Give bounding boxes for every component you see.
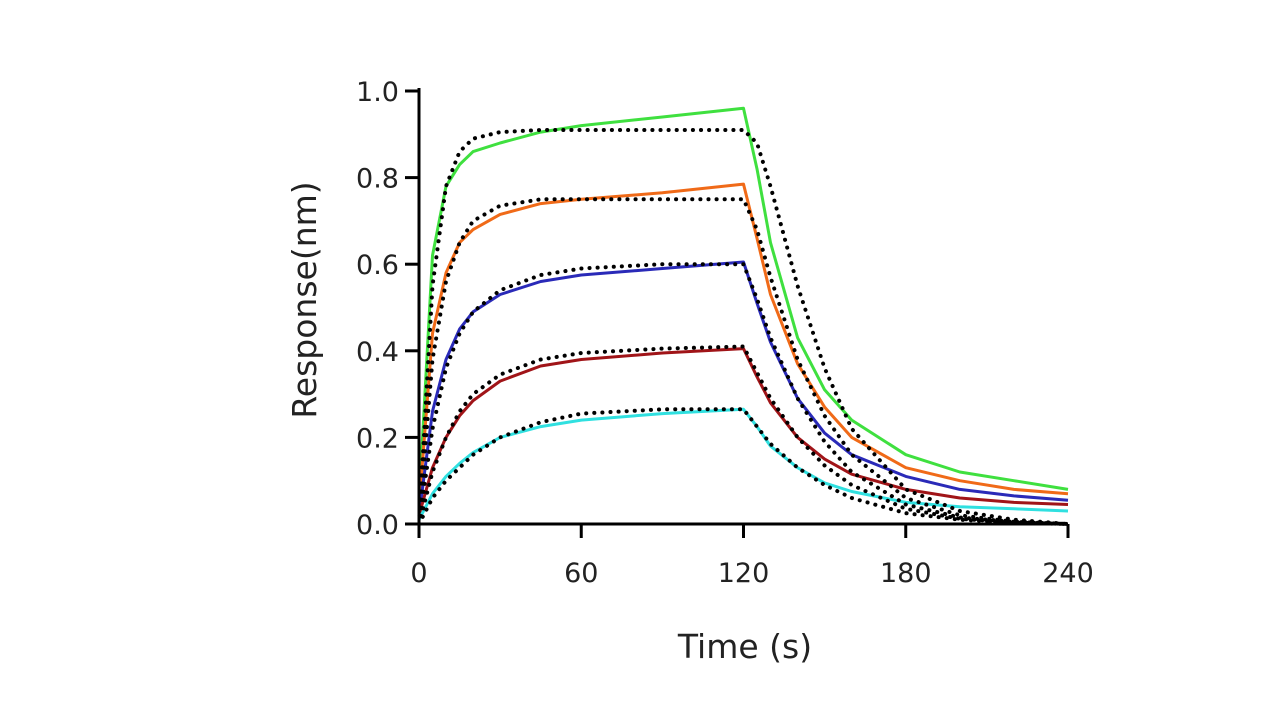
x-tick-label: 60	[564, 558, 598, 589]
fit-curve-5	[417, 128, 1070, 526]
fit-curve-8	[417, 344, 1070, 526]
x-tick-label: 120	[718, 558, 770, 589]
response-curve-0	[417, 106, 1069, 503]
response-curve-4	[417, 407, 1069, 521]
fit-curve-6	[417, 197, 1070, 526]
y-tick-label: 0.6	[356, 250, 399, 281]
response-curve-2	[417, 260, 1069, 516]
y-tick-label: 0.8	[356, 164, 399, 195]
series-layer	[417, 106, 1070, 526]
y-tick-label: 0.0	[356, 510, 399, 541]
x-tick-label: 180	[880, 558, 932, 589]
x-tick-label: 0	[410, 558, 427, 589]
axes-layer	[417, 88, 1068, 526]
fit-curve-7	[417, 262, 1070, 526]
x-tick-label: 240	[1042, 558, 1094, 589]
y-tick-label: 0.4	[356, 337, 399, 368]
fit-curve-9	[417, 407, 1070, 526]
x-axis-title: Time (s)	[677, 627, 812, 666]
y-axis-title: Response(nm)	[285, 181, 324, 418]
y-tick-label: 0.2	[356, 423, 399, 454]
y-tick-label: 1.0	[356, 77, 399, 108]
ticks-layer: 0.0 0.2 0.4 0.6 0.8 1.0 0 60 120 180 240	[356, 77, 1094, 589]
